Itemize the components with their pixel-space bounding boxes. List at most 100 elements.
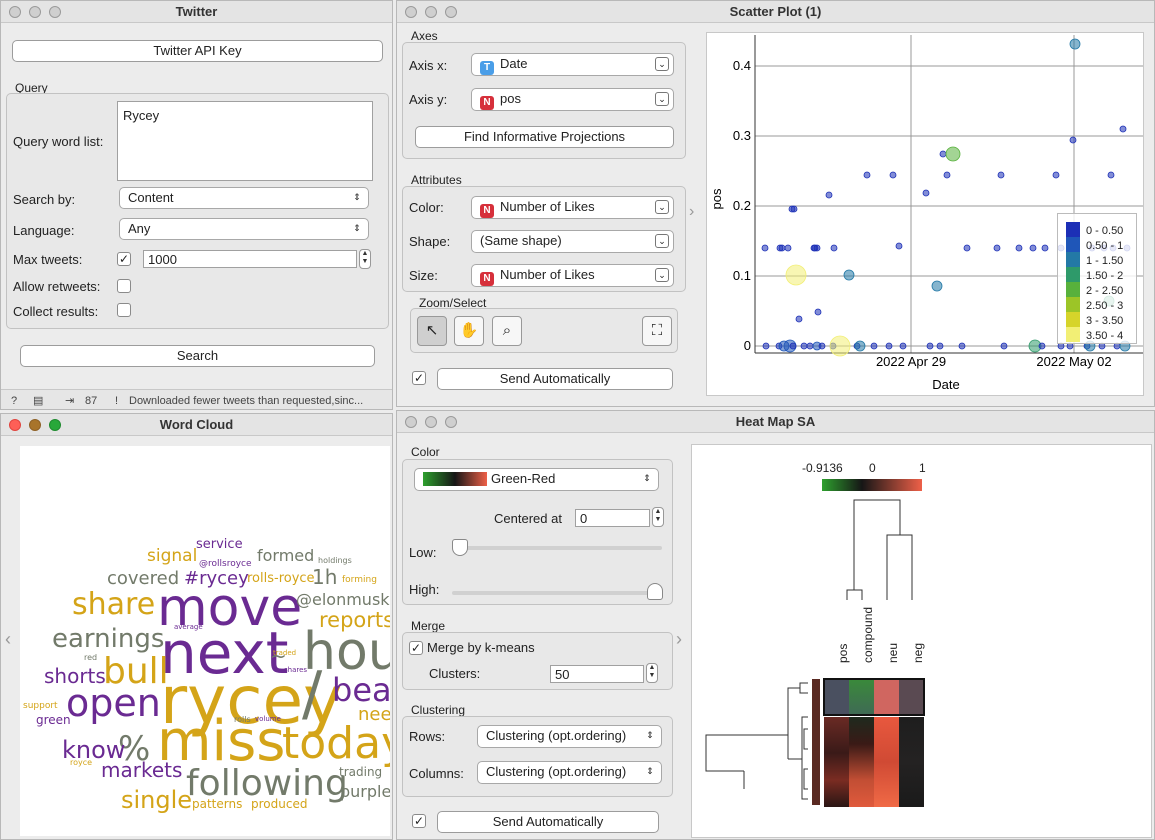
scatter-point[interactable] [1041,244,1049,252]
cloud-word[interactable]: holdings [318,556,352,565]
scatter-point[interactable] [854,340,866,352]
scatter-point[interactable] [899,342,907,350]
scatter-point[interactable] [1069,136,1077,144]
scatter-point[interactable] [895,242,903,250]
cloud-word[interactable]: bea [332,671,390,709]
heatmap-canvas[interactable]: -0.9136 0 1 pos compound neu neg [691,444,1152,838]
cloud-word[interactable]: service [196,537,243,552]
scatter-point[interactable] [1015,244,1023,252]
cloud-word[interactable]: markets [101,758,183,782]
scatter-point[interactable] [811,244,819,252]
high-slider-handle[interactable] [647,583,663,600]
scatter-point[interactable] [1000,342,1008,350]
collapse-panel-arrow-icon[interactable]: › [689,203,695,220]
cloud-word[interactable]: covered [107,568,180,589]
cloud-word[interactable]: support [23,701,58,711]
zoom-tool-button[interactable]: ⌕ [492,316,522,346]
close-window-button[interactable] [405,416,417,428]
cloud-word[interactable]: formed [257,546,315,565]
cloud-word[interactable]: rycey [160,662,343,739]
minimize-window-button[interactable] [425,6,437,18]
high-slider[interactable] [452,591,662,595]
scatter-point[interactable] [806,342,814,350]
cloud-word[interactable]: produced [251,797,308,811]
cloud-word[interactable]: forming [342,575,377,585]
cloud-word[interactable]: shares [284,666,308,674]
scatter-point[interactable] [997,171,1005,179]
cloud-word[interactable]: rolls-royce [247,571,315,586]
close-window-button[interactable] [9,6,21,18]
cloud-word[interactable]: signal [147,546,198,566]
merge-kmeans-checkbox[interactable]: ✓ [409,641,423,655]
scatter-point[interactable] [945,146,961,162]
allow-retweets-checkbox[interactable] [117,279,131,293]
columns-clustering-select[interactable]: Clustering (opt.ordering) ⇕ [477,761,662,784]
zoom-window-button[interactable] [49,419,61,431]
rows-clustering-select[interactable]: Clustering (opt.ordering) ⇕ [477,725,662,748]
heatmap-cells[interactable] [823,678,925,807]
max-tweets-stepper[interactable]: ▲ ▼ [359,249,371,269]
scatter-point[interactable] [843,269,855,281]
scatter-point[interactable] [818,342,826,350]
cloud-word[interactable]: know [62,736,126,764]
cloud-word[interactable]: traded [273,649,297,657]
select-tool-button[interactable]: ↖ [417,316,447,346]
cloud-word[interactable]: earnings [52,624,165,654]
zoom-window-button[interactable] [49,6,61,18]
cloud-word[interactable]: today [282,718,390,769]
cloud-word[interactable]: trading [339,765,383,779]
scatter-point[interactable] [1119,125,1127,133]
cloud-word[interactable]: @rollsroyce [199,559,252,569]
scatter-point[interactable] [788,205,796,213]
scatter-point[interactable] [1052,171,1060,179]
cloud-word[interactable]: 1h [312,565,338,589]
close-window-button[interactable] [405,6,417,18]
shape-select[interactable]: (Same shape) ⌄ [471,230,674,253]
scatter-point[interactable] [963,244,971,252]
scatter-point[interactable] [958,342,966,350]
clusters-input[interactable]: 50 [550,665,644,683]
cloud-word[interactable]: open [66,681,161,725]
scatter-point[interactable] [1069,38,1081,50]
close-window-button[interactable] [9,419,21,431]
cloud-word[interactable]: purple [340,782,390,801]
collect-results-checkbox[interactable] [117,303,131,317]
zoom-window-button[interactable] [445,416,457,428]
clusters-stepper[interactable]: ▲ ▼ [646,663,658,683]
cloud-word[interactable]: / [302,659,323,729]
cloud-word[interactable]: @elonmusk [296,590,390,609]
cloud-word[interactable]: red [84,653,98,662]
find-informative-projections-button[interactable]: Find Informative Projections [415,126,674,148]
scatter-point[interactable] [778,244,786,252]
send-automatically-checkbox[interactable]: ✓ [412,814,426,828]
cloud-word[interactable]: % [118,729,151,769]
send-automatically-button[interactable]: Send Automatically [437,368,673,390]
scatter-plot-area[interactable]: 0 0.1 0.2 0.3 0.4 2022 Apr 29 2022 May 02 Da… [706,32,1144,396]
scatter-point[interactable] [825,191,833,199]
scatter-point[interactable] [761,244,769,252]
scatter-point[interactable] [870,342,878,350]
centered-at-stepper[interactable]: ▲ ▼ [652,507,664,527]
scatter-point[interactable] [922,189,930,197]
collapse-panel-arrow-icon[interactable]: › [676,629,682,649]
cloud-word[interactable]: volume [255,715,281,723]
cloud-word[interactable]: move [157,578,303,638]
scatter-point[interactable] [789,342,797,350]
cloud-word[interactable]: green [36,713,71,727]
scatter-point[interactable] [993,244,1001,252]
centered-at-input[interactable]: 0 [575,509,650,527]
minimize-window-button[interactable] [425,416,437,428]
size-select[interactable]: N Number of Likes ⌄ [471,264,674,287]
scatter-point[interactable] [830,244,838,252]
scatter-point[interactable] [936,342,944,350]
send-automatically-checkbox[interactable]: ✓ [412,371,426,385]
heatmap-selection[interactable] [823,678,925,716]
twitter-api-key-button[interactable]: Twitter API Key [12,40,383,62]
scatter-point[interactable] [939,150,947,158]
scatter-point[interactable] [1107,171,1115,179]
expand-panel-arrow-icon[interactable]: ‹ [5,629,11,649]
cloud-word[interactable]: patterns [192,797,243,811]
help-icon[interactable]: ? [11,395,18,407]
cloud-word[interactable]: hou [303,622,390,682]
